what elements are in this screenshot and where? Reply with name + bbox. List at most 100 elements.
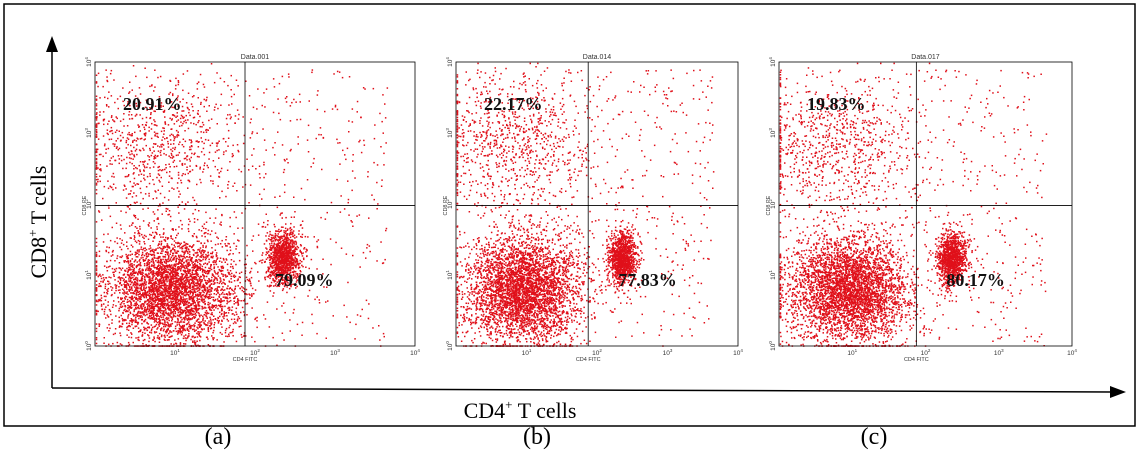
scatter-point (185, 246, 187, 248)
scatter-point (120, 210, 122, 212)
scatter-point (197, 97, 199, 99)
scatter-point (140, 257, 142, 259)
scatter-point (231, 265, 234, 268)
scatter-point (116, 257, 118, 260)
scatter-point (149, 307, 151, 309)
scatter-point (150, 316, 153, 319)
scatter-point (193, 305, 195, 307)
scatter-point (208, 278, 210, 280)
scatter-point (207, 254, 209, 257)
scatter-point (124, 269, 126, 272)
scatter-point (331, 108, 334, 110)
scatter-point (180, 280, 182, 283)
scatter-point (220, 289, 222, 291)
scatter-point (134, 215, 137, 217)
scatter-point (131, 134, 133, 137)
scatter-point (157, 262, 160, 264)
scatter-point (170, 301, 173, 303)
scatter-point (160, 263, 162, 265)
scatter-point (135, 337, 137, 339)
scatter-point (295, 262, 297, 264)
scatter-point (120, 314, 122, 317)
scatter-point (350, 220, 352, 222)
scatter-point (220, 167, 223, 170)
scatter-point (273, 223, 275, 226)
scatter-point (179, 258, 182, 261)
scatter-point (212, 319, 214, 321)
scatter-point (237, 85, 239, 87)
scatter-point (148, 222, 151, 224)
scatter-point (98, 211, 101, 213)
scatter-point (156, 290, 159, 292)
scatter-point (192, 300, 194, 302)
scatter-point (368, 217, 370, 219)
scatter-point (289, 248, 292, 250)
scatter-point (171, 335, 173, 337)
scatter-point (98, 285, 100, 288)
scatter-point (193, 233, 195, 235)
scatter-point (166, 249, 168, 251)
scatter-point (165, 269, 167, 272)
scatter-point (176, 333, 179, 335)
scatter-point (160, 287, 163, 289)
scatter-point (149, 173, 151, 175)
scatter-point (135, 276, 137, 279)
scatter-point (135, 314, 137, 316)
scatter-point (295, 241, 297, 243)
scatter-point (187, 286, 189, 289)
scatter-point (146, 109, 148, 111)
scatter-point (166, 329, 168, 331)
scatter-point (178, 257, 181, 259)
scatter-point (199, 259, 201, 261)
scatter-point (232, 322, 235, 325)
scatter-point (286, 284, 288, 286)
scatter-point (237, 299, 239, 301)
scatter-point (174, 146, 177, 149)
scatter-point (157, 166, 159, 169)
scatter-point (203, 301, 205, 304)
scatter-point (100, 299, 103, 302)
scatter-point (191, 279, 193, 281)
scatter-point (199, 278, 202, 281)
scatter-point (148, 335, 150, 337)
scatter-point (95, 260, 98, 262)
scatter-point (114, 284, 116, 286)
scatter-point (134, 232, 136, 234)
scatter-point (277, 249, 279, 251)
scatter-point (285, 280, 287, 282)
scatter-point (206, 164, 208, 167)
scatter-point (202, 291, 204, 293)
scatter-point (167, 208, 169, 210)
scatter-point (130, 265, 132, 268)
scatter-point (119, 281, 122, 284)
scatter-point (169, 156, 172, 159)
scatter-point (163, 300, 166, 302)
scatter-point (267, 266, 269, 268)
scatter-point (119, 238, 121, 240)
scatter-point (146, 264, 148, 267)
scatter-point (199, 315, 201, 318)
scatter-point (275, 261, 278, 263)
scatter-point (139, 263, 141, 265)
scatter-point (95, 251, 98, 254)
scatter-point (292, 273, 295, 275)
scatter-point (194, 265, 196, 268)
scatter-point (293, 252, 296, 255)
scatter-point (198, 258, 200, 261)
scatter-point (284, 248, 286, 250)
scatter-point (142, 292, 144, 294)
scatter-point (273, 247, 275, 250)
scatter-point (163, 280, 166, 282)
scatter-point (197, 81, 200, 83)
scatter-point (223, 293, 225, 296)
scatter-point (134, 302, 136, 305)
scatter-point (212, 337, 214, 339)
scatter-point (128, 131, 130, 134)
scatter-point (141, 335, 144, 337)
scatter-point (208, 304, 210, 306)
scatter-point (170, 316, 172, 318)
scatter-point (249, 184, 252, 186)
scatter-point (299, 249, 301, 252)
scatter-point (188, 253, 191, 256)
scatter-point (135, 271, 137, 273)
